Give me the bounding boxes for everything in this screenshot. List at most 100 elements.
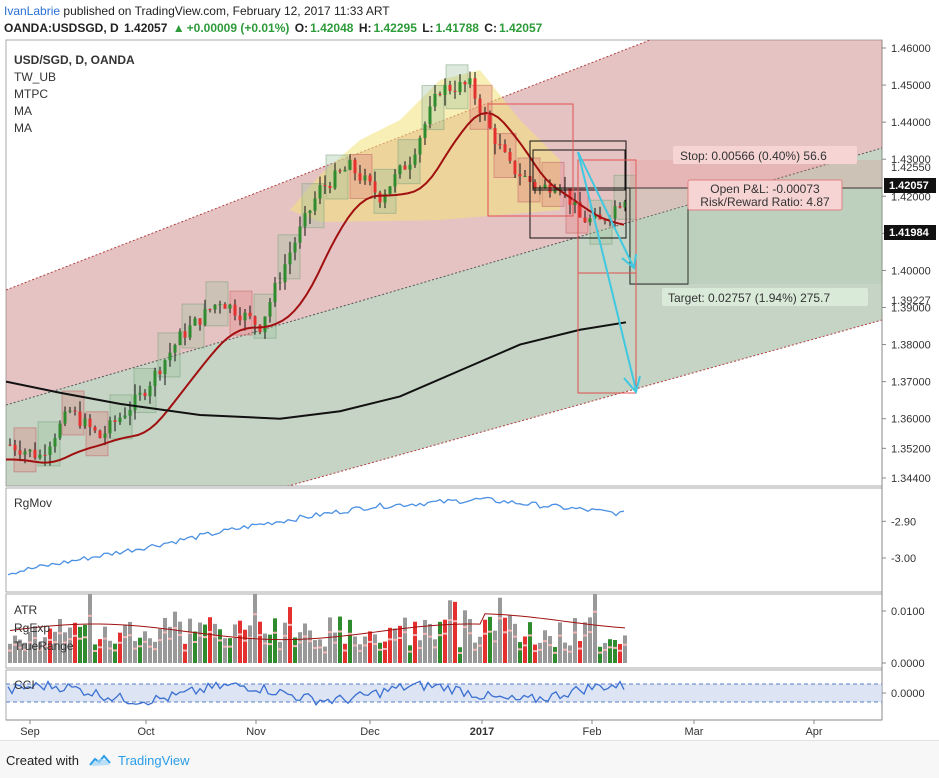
rgmov-label: RgMov: [14, 496, 52, 510]
atr-bar: [543, 630, 547, 663]
candle: [448, 80, 452, 95]
candle: [93, 425, 97, 434]
candle: [143, 389, 147, 401]
candle: [278, 272, 282, 291]
ma-long-line: [6, 321, 627, 420]
atr-bars: [8, 594, 627, 663]
atr-bar: [188, 618, 192, 663]
up-triangle-icon: ▲: [172, 21, 185, 35]
candle: [203, 299, 207, 327]
candle: [273, 277, 277, 307]
publish-line: IvanLabrie published on TradingView.com,…: [4, 4, 390, 18]
atr-bar: [363, 636, 367, 663]
atr-bar: [83, 624, 87, 663]
candle: [198, 318, 202, 331]
atr-bar: [533, 644, 537, 663]
symbol: OANDA:USDSGD, D: [4, 21, 119, 35]
atr-line: [9, 613, 626, 641]
author-link[interactable]: IvanLabrie: [4, 4, 61, 18]
candle: [113, 415, 117, 432]
atr-bar: [323, 646, 327, 663]
candle: [468, 71, 472, 89]
chart-canvas[interactable]: Stop: 0.00566 (0.40%) 56.6 Open P&L: -0.…: [0, 0, 939, 740]
candle: [283, 254, 287, 290]
atr-label: ATR: [14, 603, 37, 617]
atr-bar: [343, 643, 347, 663]
candle: [343, 166, 347, 172]
atr-bar: [258, 621, 262, 663]
atr-tick-label: 0.0000: [891, 658, 925, 670]
time-tick-label: Nov: [246, 726, 266, 738]
atr-bar: [93, 644, 97, 663]
atr-bar: [8, 643, 12, 663]
atr-bar: [603, 642, 607, 663]
atr-bar: [508, 615, 512, 663]
atr-bar: [418, 640, 422, 663]
atr-bar: [393, 628, 397, 663]
candle: [78, 401, 82, 429]
cci-label: CCI: [14, 678, 35, 692]
atr-bar: [388, 627, 392, 663]
candle: [218, 300, 222, 314]
atr-bar: [38, 642, 42, 663]
close-label: C:: [484, 21, 497, 35]
candles: [8, 71, 627, 466]
atr-bar: [168, 626, 172, 663]
atr-bar: [153, 641, 157, 663]
price-tick-label: 1.34400: [891, 473, 931, 485]
atr-axis: 0.0100 0.0000: [882, 606, 925, 670]
low-label: L:: [422, 21, 434, 35]
atr-bar: [608, 639, 612, 663]
atr-bar: [413, 621, 417, 663]
atr-bar: [338, 616, 342, 663]
candle: [248, 305, 252, 320]
candle: [233, 299, 237, 321]
candle: [338, 168, 342, 174]
candle: [388, 186, 392, 195]
atr-bar: [598, 646, 602, 663]
atr-bar: [278, 641, 282, 663]
atr-bar: [378, 642, 382, 663]
atr-bar: [233, 624, 237, 663]
candle: [193, 316, 197, 326]
candle: [258, 324, 262, 335]
candle: [303, 206, 307, 236]
candle: [153, 367, 157, 397]
price-tick-label: 1.38000: [891, 340, 931, 352]
atr-bar: [583, 622, 587, 663]
candle: [473, 72, 477, 105]
candle: [393, 169, 397, 193]
candle: [583, 210, 587, 223]
price-tick-label: 1.36000: [891, 414, 931, 426]
atr-bar: [178, 621, 182, 663]
atr-bar: [578, 640, 582, 663]
svg-text:Open P&L: -0.00073: Open P&L: -0.00073: [710, 182, 820, 196]
tradingview-cloud-icon: [89, 754, 111, 766]
candle: [443, 78, 447, 106]
price-axis[interactable]: 1.460001.450001.440001.430001.420001.410…: [882, 43, 931, 485]
candle: [373, 171, 377, 199]
candle: [63, 406, 67, 427]
atr-bar: [373, 634, 377, 663]
atr-bar: [503, 617, 507, 663]
candle: [588, 214, 592, 226]
candle: [208, 308, 212, 313]
candle: [313, 191, 317, 216]
atr-bar: [303, 623, 307, 663]
candle: [413, 148, 417, 168]
tradingview-link[interactable]: TradingView: [118, 753, 190, 768]
atr-bar: [453, 601, 457, 663]
candle: [243, 308, 247, 331]
high-label: H:: [358, 21, 372, 35]
rgmov-pane[interactable]: [5, 487, 883, 593]
atr-bar: [103, 626, 107, 663]
candle: [333, 163, 337, 190]
time-axis[interactable]: Sep Oct Nov Dec 2017 Feb Mar Apr: [6, 719, 882, 738]
chart-header: IvanLabrie published on TradingView.com,…: [0, 0, 939, 40]
atr-bar: [538, 642, 542, 663]
rgexp-label: RgExp: [14, 621, 50, 635]
candle: [33, 442, 37, 460]
atr-bar: [143, 631, 147, 663]
atr-bar: [613, 640, 617, 663]
atr-bar: [288, 607, 292, 663]
